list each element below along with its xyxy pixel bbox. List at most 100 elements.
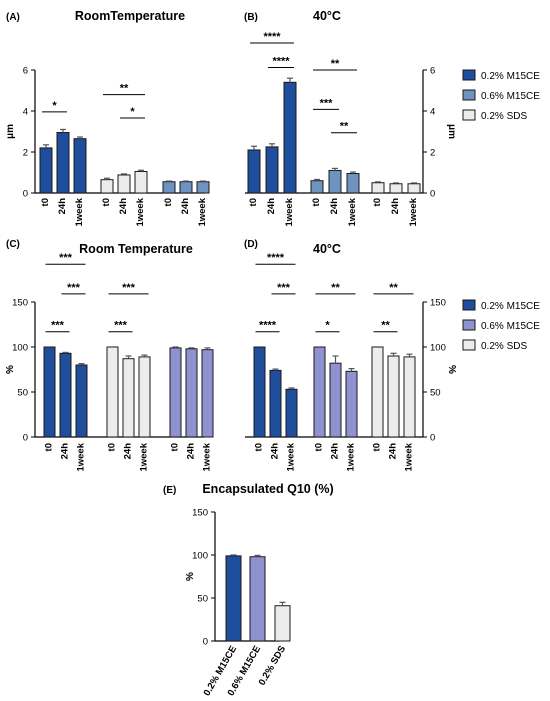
significance-label: ** <box>340 121 349 133</box>
bar <box>196 181 210 194</box>
legend-middle: 0.2% M15CE 0.6% M15CE 0.2% SDS <box>462 299 540 352</box>
x-tick-label: 1week <box>135 197 146 226</box>
significance-label: ** <box>331 282 340 294</box>
y-tick-label: 2 <box>430 148 435 159</box>
y-tick-label: 50 <box>197 594 208 605</box>
significance-label: ** <box>331 58 340 70</box>
x-tick-label: 1week <box>404 442 415 471</box>
panel-c-title: Room Temperature <box>79 242 193 256</box>
y-tick-label: 2 <box>23 148 28 159</box>
x-tick-label: t0 <box>254 443 265 451</box>
bar <box>345 370 358 438</box>
x-tick-label: t0 <box>311 198 322 206</box>
x-tick-label: t0 <box>170 443 181 451</box>
x-tick-label: 24h <box>186 443 197 460</box>
panel-c-plot: 0 50 100 150% t0 24h 1week t0 24h 1week t0 24h 1week… <box>5 252 214 472</box>
bar <box>310 180 324 194</box>
significance-label: **** <box>263 31 281 43</box>
panel-b-label: (B) <box>244 12 258 23</box>
significance-label: * <box>325 320 330 332</box>
significance-label: **** <box>267 252 285 264</box>
y-tick-label: 100 <box>192 551 208 562</box>
legend-label: 0.6% M15CE <box>481 321 540 332</box>
y-tick-label: 6 <box>23 66 28 77</box>
x-tick-label: t0 <box>314 443 325 451</box>
bar <box>134 170 148 194</box>
bar <box>122 358 135 438</box>
bar <box>247 149 261 194</box>
bar <box>162 181 176 194</box>
legend-swatch <box>462 69 476 81</box>
y-axis-label: % <box>185 572 196 581</box>
x-tick-label: 1week <box>286 442 297 471</box>
legend-label: 0.2% SDS <box>481 341 527 352</box>
significance-label: **** <box>272 56 290 68</box>
panel-a-label: (A) <box>6 12 20 23</box>
bar <box>269 369 282 438</box>
panel-d-plot: 0 50 100 150% t0 24h 1week t0 24h 1week t0 24h 1week… <box>245 252 457 472</box>
legend-swatch <box>462 109 476 121</box>
bar <box>249 556 266 642</box>
x-tick-label: 24h <box>329 198 340 215</box>
x-tick-label: 24h <box>180 198 191 215</box>
bar <box>371 346 384 438</box>
x-tick-label: 24h <box>270 443 281 460</box>
bar <box>265 146 279 194</box>
x-tick-label: t0 <box>107 443 118 451</box>
legend-swatch <box>462 299 476 311</box>
y-tick-label: 0 <box>430 189 435 200</box>
bar <box>169 347 182 438</box>
bar <box>389 183 403 194</box>
y-axis-label: % <box>5 365 16 374</box>
bar <box>73 138 87 194</box>
bar <box>328 169 342 194</box>
panel-b-title: 40°C <box>313 9 341 23</box>
bar <box>283 81 297 194</box>
bar <box>106 346 119 438</box>
x-tick-label: 1week <box>197 197 208 226</box>
significance-label: **** <box>259 320 277 332</box>
bar <box>329 362 342 438</box>
x-tick-label: t0 <box>40 198 51 206</box>
legend-swatch <box>462 89 476 101</box>
x-tick-label: t0 <box>44 443 55 451</box>
bar <box>407 183 421 194</box>
x-tick-label: t0 <box>163 198 174 206</box>
panel-a-title: RoomTemperature <box>75 9 185 23</box>
significance-label: *** <box>59 252 73 264</box>
bar <box>59 352 72 438</box>
legend-label: 0.2% SDS <box>481 111 527 122</box>
y-tick-label: 0 <box>203 637 208 648</box>
bar <box>313 346 326 438</box>
bar <box>403 356 416 438</box>
bar <box>39 147 53 194</box>
y-tick-label: 150 <box>430 298 446 309</box>
x-tick-label: 1week <box>408 197 419 226</box>
x-tick-label: 1week <box>202 442 213 471</box>
bar <box>138 356 151 438</box>
y-axis-label: μm <box>446 124 457 139</box>
bar <box>274 605 291 642</box>
bar <box>253 346 266 438</box>
legend-label: 0.2% M15CE <box>481 71 540 82</box>
x-tick-label: 1week <box>284 197 295 226</box>
x-tick-label: t0 <box>248 198 259 206</box>
x-tick-label: t0 <box>101 198 112 206</box>
y-tick-label: 0 <box>23 189 28 200</box>
panel-e-label: (E) <box>163 485 176 496</box>
significance-label: ** <box>381 320 390 332</box>
bar <box>201 349 214 438</box>
y-tick-label: 6 <box>430 66 435 77</box>
significance-label: ** <box>389 282 398 294</box>
y-tick-label: 0 <box>430 433 435 444</box>
bar <box>346 173 360 194</box>
bar <box>43 346 56 438</box>
bar <box>225 555 242 642</box>
bar <box>179 181 193 194</box>
x-tick-label: 24h <box>123 443 134 460</box>
x-tick-label: 1week <box>139 442 150 471</box>
